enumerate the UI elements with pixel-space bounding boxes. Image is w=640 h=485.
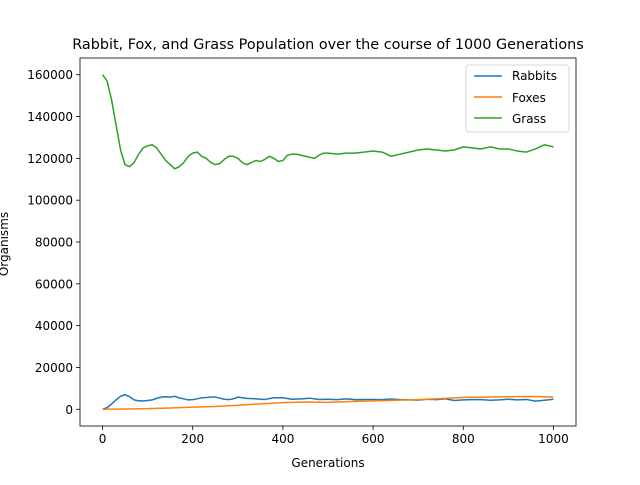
y-tick-label: 20000	[35, 361, 73, 375]
y-tick-label: 80000	[35, 236, 73, 250]
x-tick-label: 200	[181, 432, 204, 446]
series-line-grass	[101, 74, 554, 170]
series-lines	[101, 74, 554, 411]
legend: Rabbits Foxes Grass	[465, 64, 570, 133]
y-tick-label: 100000	[27, 194, 73, 208]
x-axis-ticks: 0 200 400 600 800 1000	[99, 426, 569, 446]
legend-box	[465, 64, 570, 133]
x-tick-label: 600	[362, 432, 385, 446]
y-tick-label: 140000	[27, 110, 73, 124]
series-line-foxes	[102, 395, 554, 411]
y-axis-label: Organisms	[0, 212, 11, 276]
axes-frame	[79, 57, 577, 427]
x-tick-label: 1000	[538, 432, 569, 446]
y-tick-label: 160000	[27, 68, 73, 82]
x-axis-label: Generations	[291, 456, 364, 470]
legend-label-grass: Grass	[512, 112, 546, 126]
chart-title: Rabbit, Fox, and Grass Population over t…	[72, 37, 584, 53]
x-tick-label: 800	[452, 432, 475, 446]
y-axis-ticks: 0 20000 40000 60000 80000 100000 120000 140000 1…	[27, 68, 80, 417]
y-tick-label: 60000	[35, 277, 73, 291]
y-tick-label: 120000	[27, 152, 73, 166]
legend-label-foxes: Foxes	[512, 91, 546, 105]
y-tick-label: 40000	[35, 319, 73, 333]
x-tick-label: 0	[99, 432, 107, 446]
y-tick-label: 0	[65, 403, 73, 417]
legend-label-rabbits: Rabbits	[512, 69, 557, 83]
series-line-rabbits	[102, 393, 554, 410]
x-tick-label: 400	[271, 432, 294, 446]
